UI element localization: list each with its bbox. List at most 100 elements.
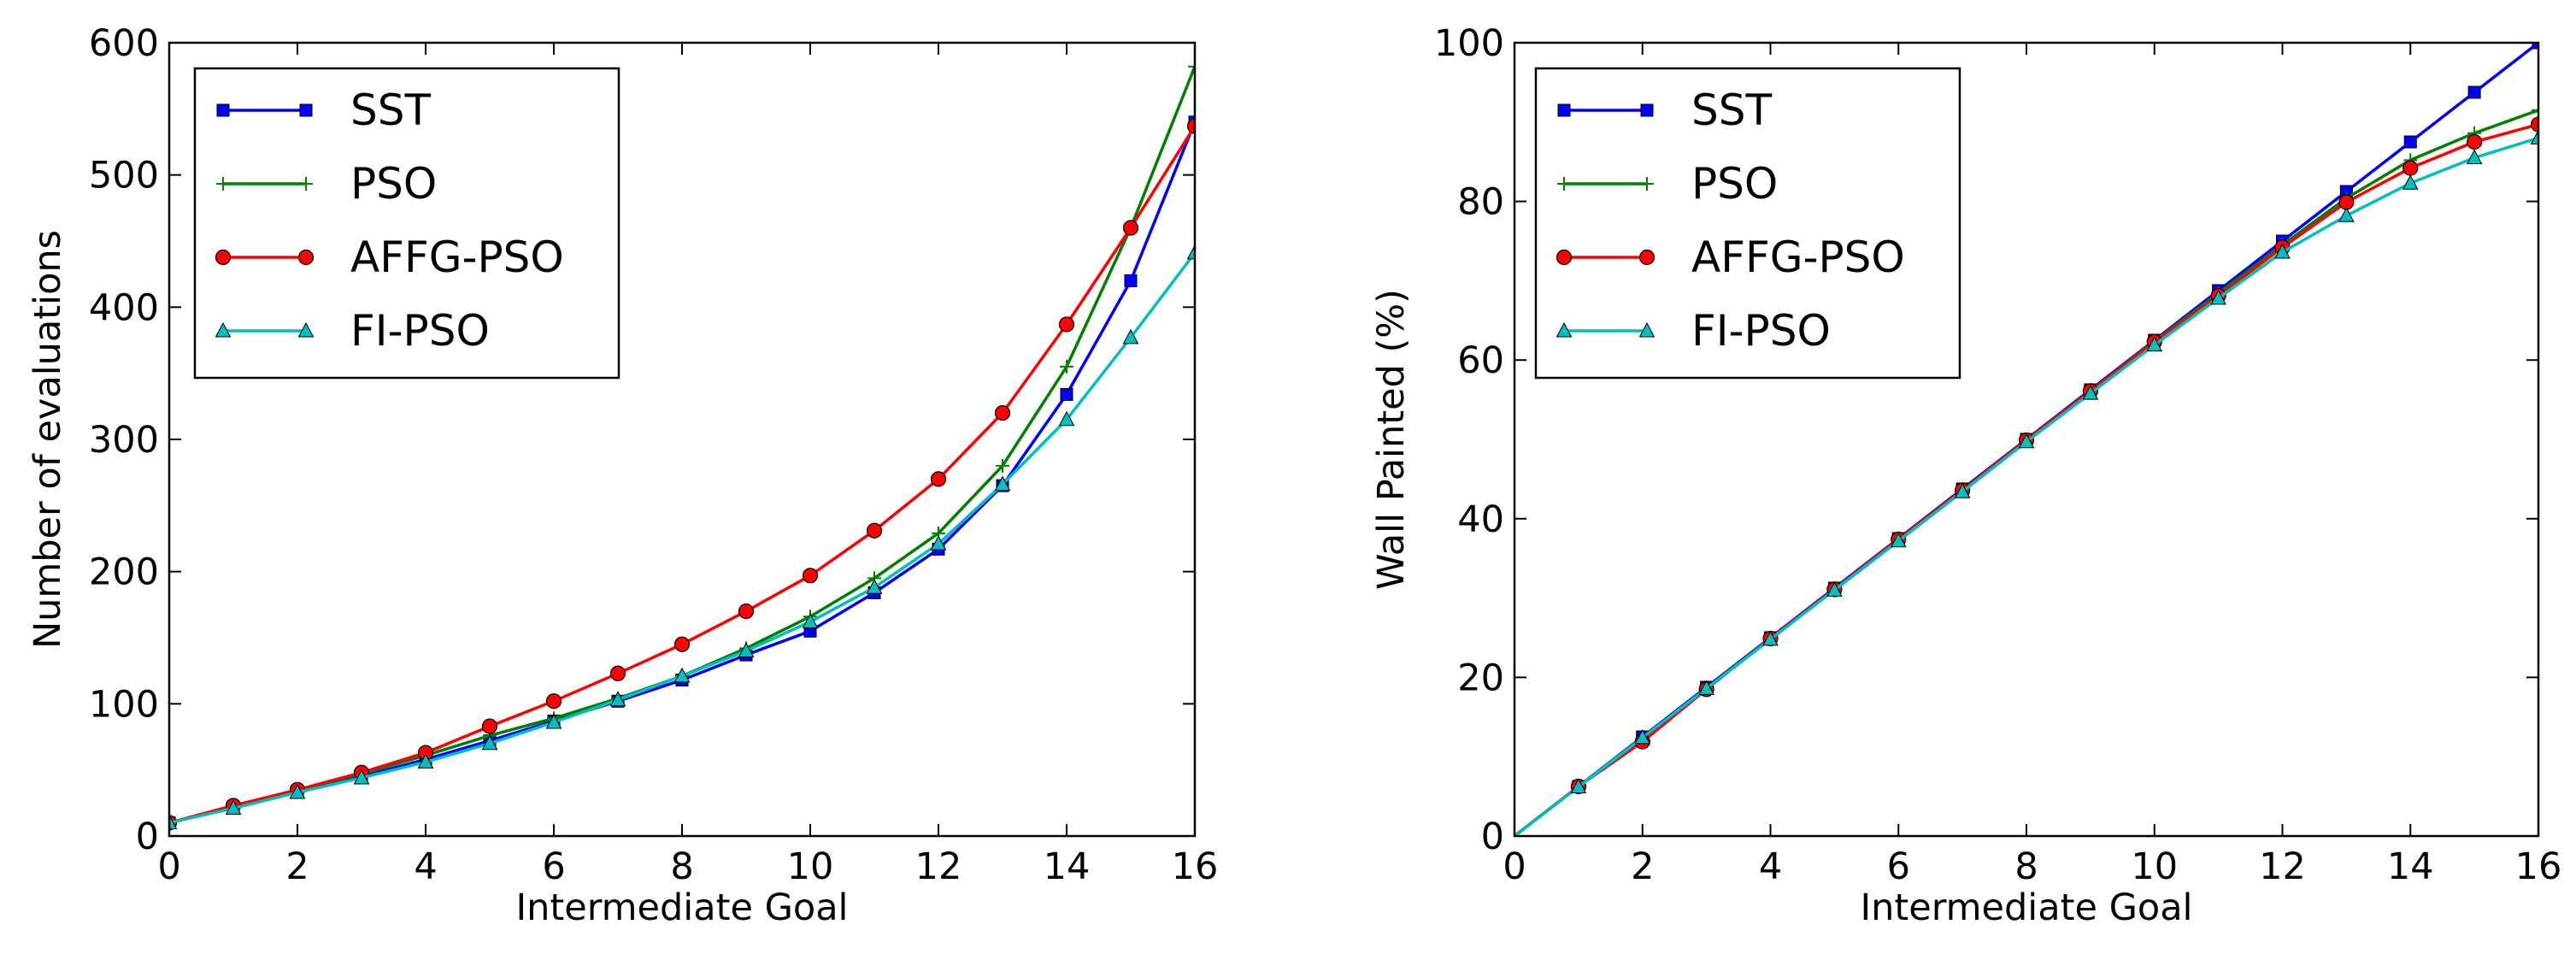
x-tick-label: 0 (1503, 845, 1526, 888)
legend-marker (1640, 103, 1654, 117)
data-point-fi-pso (2466, 149, 2483, 165)
legend: SST PSO AFFG-PSO FI-PSO (193, 67, 620, 380)
legend-marker (299, 177, 313, 191)
data-point-fi-pso (609, 691, 626, 707)
data-point-fi-pso (353, 768, 370, 785)
x-tick-label: 8 (670, 845, 693, 888)
legend-label: PSO (350, 159, 437, 209)
data-point-fi-pso (2530, 129, 2538, 144)
x-tick-label: 16 (1172, 845, 1219, 888)
x-tick-label: 12 (915, 845, 962, 888)
x-tick-label: 8 (2014, 845, 2038, 888)
legend-marker (1638, 249, 1656, 266)
x-tick-label: 14 (2387, 845, 2434, 888)
data-point-fi-pso (802, 613, 819, 628)
x-tick-label: 10 (787, 845, 834, 888)
legend-marker (1640, 177, 1654, 191)
legend-item-sst: SST (216, 85, 431, 135)
data-point-affg-pso (866, 522, 883, 539)
y-tick-label: 40 (1457, 498, 1504, 541)
data-point-fi-pso (1890, 532, 1907, 548)
legend-label: SST (350, 85, 431, 135)
data-point-affg-pso (545, 693, 562, 710)
series-fi-pso (169, 244, 1195, 830)
legend-item-affg-pso: AFFG-PSO (215, 233, 564, 282)
legend-label: AFFG-PSO (350, 233, 564, 282)
data-point-affg-pso (673, 636, 691, 652)
data-point-fi-pso (289, 783, 306, 799)
x-tick-label: 0 (157, 845, 180, 888)
y-tick-label: 20 (1457, 657, 1504, 699)
data-point-fi-pso (1634, 728, 1651, 745)
data-point-affg-pso (1122, 220, 1139, 236)
y-tick-label: 0 (136, 816, 159, 858)
data-point-sst (1060, 387, 1073, 401)
y-tick-label: 0 (1481, 816, 1504, 858)
legend-marker (215, 321, 232, 338)
data-point-fi-pso (1186, 244, 1195, 260)
data-point-affg-pso (1186, 118, 1195, 134)
data-point-affg-pso (481, 718, 498, 734)
legend-marker (1557, 103, 1571, 117)
legend-box (1534, 67, 1961, 380)
x-tick-label: 12 (2259, 845, 2306, 888)
legend-item-sst: SST (1557, 85, 1772, 135)
data-point-affg-pso (2403, 160, 2419, 176)
data-point-sst (1124, 274, 1138, 287)
data-point-fi-pso (1698, 680, 1714, 695)
data-point-fi-pso (866, 579, 883, 594)
data-point-fi-pso (2274, 243, 2291, 259)
data-point-fi-pso (2210, 289, 2226, 305)
data-point-pso (2532, 103, 2538, 117)
legend-marker (1638, 321, 1656, 338)
x-tick-label: 4 (1759, 845, 1782, 888)
data-point-fi-pso (930, 535, 947, 551)
data-point-sst (2467, 85, 2481, 99)
legend-marker (216, 103, 230, 117)
data-point-affg-pso (994, 404, 1011, 421)
data-point-affg-pso (2467, 133, 2483, 150)
data-point-fi-pso (994, 475, 1011, 492)
y-tick-label: 300 (89, 419, 159, 462)
x-tick-label: 10 (2131, 845, 2178, 888)
data-point-affg-pso (609, 665, 626, 681)
data-point-fi-pso (1122, 328, 1139, 344)
legend-marker (299, 103, 313, 117)
legend-item-pso: PSO (1557, 159, 1778, 209)
x-tick-label: 6 (1887, 845, 1910, 888)
x-tick-label: 6 (542, 845, 565, 888)
y-axis-label: Number of evaluations (26, 230, 69, 649)
legend-item-fi-pso: FI-PSO (215, 306, 490, 356)
y-tick-label: 500 (89, 155, 159, 197)
legend-marker (1557, 177, 1571, 191)
data-point-affg-pso (802, 568, 819, 584)
data-point-fi-pso (1762, 630, 1779, 646)
data-point-affg-pso (1058, 316, 1075, 333)
y-tick-label: 400 (89, 286, 159, 329)
legend-label: SST (1691, 85, 1772, 135)
data-point-pso (996, 458, 1009, 473)
data-point-fi-pso (2018, 433, 2035, 449)
legend-marker (215, 249, 232, 266)
data-point-fi-pso (1058, 410, 1075, 427)
data-point-fi-pso (225, 799, 242, 816)
legend-label: AFFG-PSO (1691, 233, 1905, 282)
data-point-fi-pso (2146, 336, 2163, 352)
data-point-sst (2403, 135, 2417, 149)
data-point-affg-pso (738, 603, 755, 620)
data-point-pso (1188, 59, 1195, 74)
x-tick-label: 2 (285, 845, 309, 888)
y-tick-label: 200 (89, 551, 159, 594)
legend-item-pso: PSO (216, 159, 437, 209)
data-point-fi-pso (169, 814, 178, 830)
data-point-affg-pso (930, 471, 947, 487)
data-point-fi-pso (1826, 581, 1843, 597)
data-point-fi-pso (2082, 385, 2099, 400)
x-tick-label: 2 (1631, 845, 1654, 888)
x-tick-label: 16 (2515, 845, 2562, 888)
data-point-sst (2532, 43, 2538, 50)
chart-wall-painted: 0 2 4 6 8 10 12 14 16 0 20 40 60 80 100 Intermediate Go… (1370, 22, 2561, 929)
data-point-fi-pso (738, 642, 755, 657)
legend-marker (297, 249, 315, 266)
data-point-affg-pso (2530, 116, 2538, 132)
